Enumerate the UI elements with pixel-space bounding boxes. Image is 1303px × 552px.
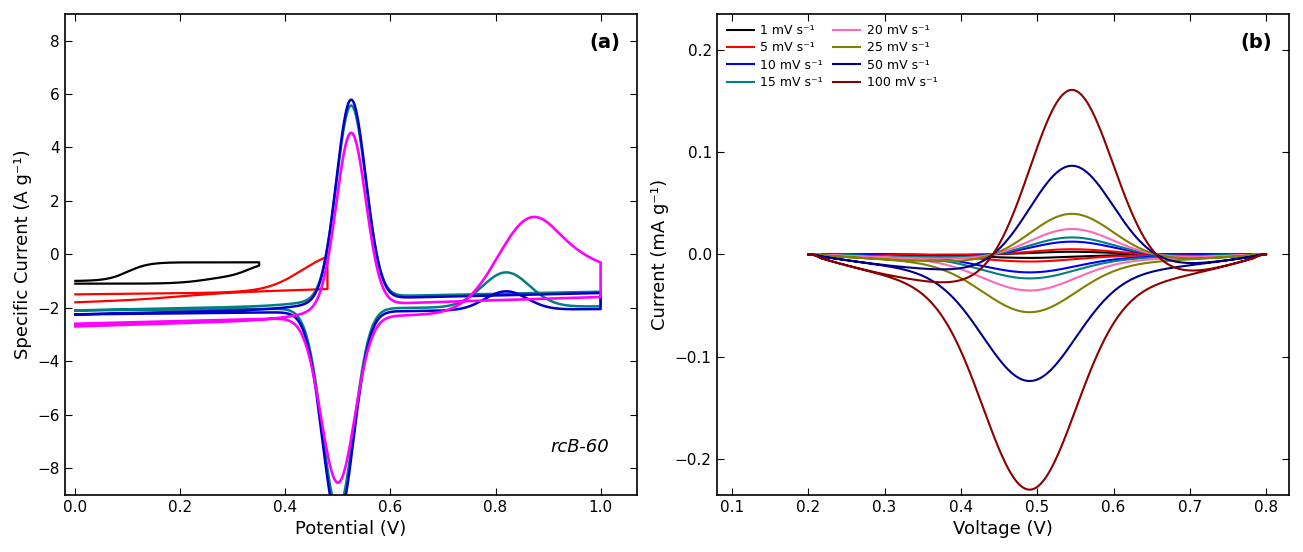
Y-axis label: Specific Current (A g⁻¹): Specific Current (A g⁻¹)	[14, 150, 31, 359]
Text: (a): (a)	[589, 33, 620, 52]
Y-axis label: Current (mA g⁻¹): Current (mA g⁻¹)	[652, 179, 670, 330]
Legend: 1 mV s⁻¹, 5 mV s⁻¹, 10 mV s⁻¹, 15 mV s⁻¹, 20 mV s⁻¹, 25 mV s⁻¹, 50 mV s⁻¹, 100 m: 1 mV s⁻¹, 5 mV s⁻¹, 10 mV s⁻¹, 15 mV s⁻¹…	[723, 20, 941, 93]
Text: (b): (b)	[1240, 33, 1272, 52]
X-axis label: Potential (V): Potential (V)	[296, 520, 407, 538]
X-axis label: Voltage (V): Voltage (V)	[952, 520, 1053, 538]
Text: rcB-60: rcB-60	[550, 438, 609, 457]
